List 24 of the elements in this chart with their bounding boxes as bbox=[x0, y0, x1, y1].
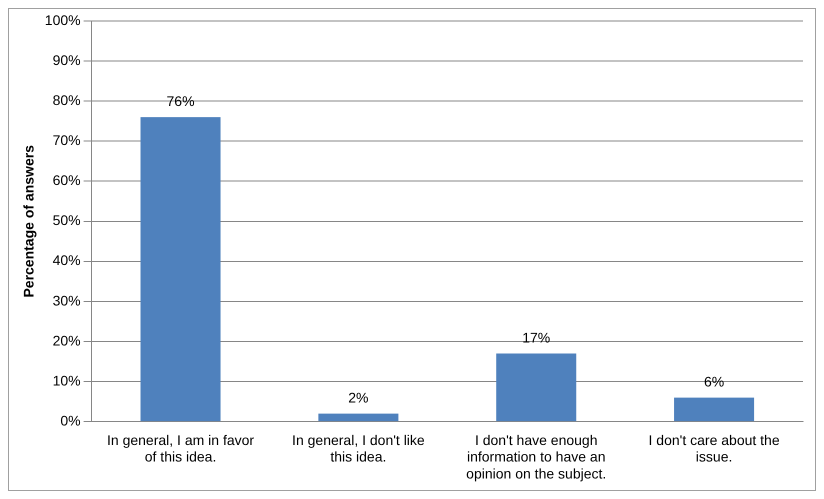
y-tick-label: 40% bbox=[52, 252, 81, 268]
y-tick-label: 70% bbox=[52, 132, 81, 148]
y-tick-label: 100% bbox=[44, 12, 81, 28]
x-tick-label: I don't care about the issue. bbox=[648, 432, 780, 465]
y-tick-label: 80% bbox=[52, 92, 81, 108]
bar bbox=[674, 398, 754, 422]
y-tick-label: 60% bbox=[52, 172, 81, 188]
data-label: 17% bbox=[522, 329, 550, 346]
x-tick-label: In general, I am in favor of this idea. bbox=[106, 432, 254, 465]
data-label: 76% bbox=[166, 93, 195, 110]
bar bbox=[140, 117, 221, 422]
bar bbox=[318, 414, 398, 422]
x-tick-label: I don't have enough information to have an opinion on the subject. bbox=[466, 432, 606, 482]
bar bbox=[496, 354, 576, 422]
y-tick-label: 0% bbox=[60, 412, 81, 428]
y-tick-label: 10% bbox=[52, 372, 81, 388]
y-tick-label: 20% bbox=[52, 332, 81, 348]
y-tick-label: 30% bbox=[52, 292, 81, 308]
y-tick-label: 50% bbox=[52, 212, 81, 228]
x-tick-label: In general, I don't like this idea. bbox=[292, 432, 425, 465]
data-label: 6% bbox=[704, 373, 724, 390]
y-axis-title: Percentage of answers bbox=[20, 144, 36, 298]
data-label: 2% bbox=[348, 389, 368, 406]
y-tick-label: 90% bbox=[52, 52, 81, 68]
